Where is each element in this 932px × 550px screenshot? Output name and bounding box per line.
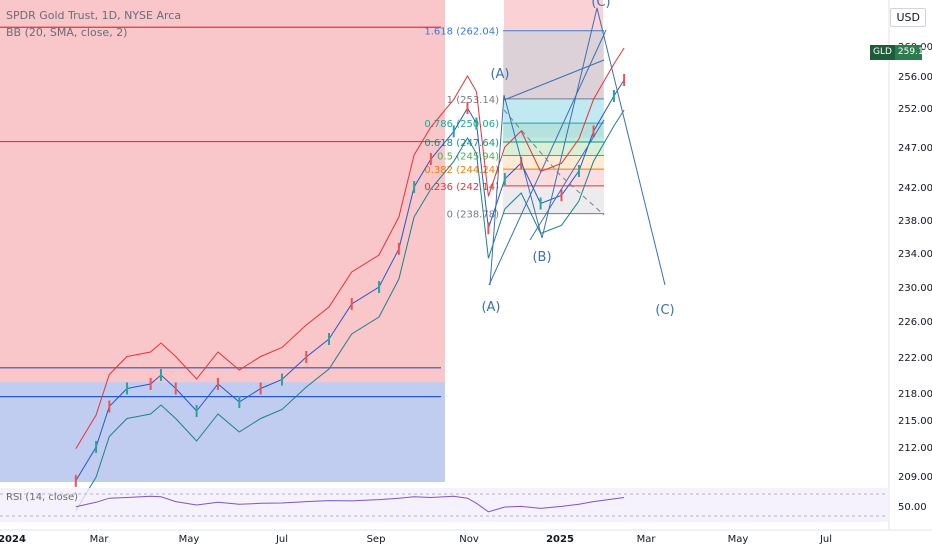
currency-button[interactable]: USD (890, 8, 926, 27)
price-candle (74, 474, 77, 487)
price-candle (397, 242, 400, 255)
price-candle (350, 298, 353, 310)
price-tick-label: 252.00 (898, 104, 932, 115)
elliott-wave-path (489, 7, 666, 286)
time-tick-label: May (728, 534, 749, 545)
fib-band-1 (503, 30, 604, 99)
wave-label-4: (C) (655, 303, 674, 318)
fib-label-0: 0 (238.78) (447, 210, 499, 221)
price-tick-label: 226.00 (898, 317, 932, 328)
price-tick-label: 222.00 (898, 353, 932, 364)
price-candle (577, 165, 580, 177)
time-tick-label: Mar (637, 534, 657, 545)
price-candle (126, 382, 129, 395)
time-tick-label: 2024 (0, 534, 26, 545)
wave-label-3: (A) (481, 300, 500, 315)
price-tick-label: 234.00 (898, 249, 932, 260)
symbol-title[interactable]: SPDR Gold Trust, 1D, NYSE Arca (6, 9, 182, 22)
price-tick-label: 238.00 (898, 216, 932, 227)
price-candle (487, 222, 490, 235)
time-tick-label: Sep (367, 534, 386, 545)
price-candle (520, 157, 523, 169)
price-candle (149, 378, 152, 390)
rsi-pane-background (0, 488, 888, 522)
price-candle (305, 351, 308, 363)
price-candle (195, 405, 198, 417)
time-tick-label: Jul (819, 534, 832, 545)
price-candle (281, 373, 283, 386)
price-candle (95, 441, 98, 453)
price-tick-label: 256.00 (898, 72, 932, 83)
rsi-line (75, 495, 625, 513)
price-tick-label: 212.00 (898, 443, 932, 454)
price-candle (623, 74, 626, 86)
price-candle (503, 173, 506, 185)
price-tick-label: 242.00 (898, 183, 932, 194)
wave-channel-line (488, 29, 607, 286)
fib-label-1: 1 (253.14) (447, 95, 499, 106)
price-candle (174, 382, 177, 395)
bollinger-legend[interactable]: BB (20, SMA, close, 2) (6, 26, 128, 39)
price-candle (475, 117, 478, 130)
price-candle (216, 378, 219, 390)
fib-label-0.236: 0.236 (242.14) (424, 182, 499, 193)
fib-band-0.786 (503, 98, 604, 124)
price-candle (413, 181, 416, 193)
price-candle (259, 382, 262, 395)
rsi-legend[interactable]: RSI (14, close) (6, 492, 79, 503)
fib-label-0.382: 0.382 (244.24) (424, 165, 499, 176)
wave-label-1: (B) (532, 250, 551, 265)
price-badge-ticker: GLD (870, 45, 895, 60)
price-candle (108, 400, 111, 413)
wave-label-2: (C) (591, 0, 610, 10)
rsi-level-label: 50.00 (898, 502, 927, 513)
price-candle (238, 396, 241, 408)
time-tick-label: Nov (459, 534, 479, 545)
fib-band-0.236 (503, 169, 604, 186)
price-candle (159, 369, 162, 381)
price-tick-label: 209.00 (898, 472, 932, 483)
price-candle (612, 90, 615, 102)
price-tick-label: 247.00 (898, 143, 932, 154)
price-candle (452, 125, 455, 138)
price-candle (592, 125, 595, 138)
wave-channel-bottom (529, 119, 605, 241)
price-candle (429, 153, 432, 165)
time-tick-label: May (179, 534, 200, 545)
price-candle (539, 197, 542, 210)
price-candle (466, 102, 469, 114)
wave-label-0: (A) (490, 67, 509, 82)
wave-channel-top (503, 59, 605, 101)
price-badge-value: 259.12 (897, 47, 930, 57)
last-price-badge: GLD 259.12 (870, 45, 929, 60)
fib-band-0.618 (503, 123, 604, 143)
price-tick-label: 218.00 (898, 389, 932, 400)
time-tick-label: Jul (275, 534, 288, 545)
bearish-zone-shade (0, 382, 445, 482)
fib-label-1.618: 1.618 (262.04) (424, 27, 499, 38)
fib-label-0.5: 0.5 (245.94) (437, 151, 499, 162)
time-tick-label: 2025 (546, 534, 574, 545)
price-candle (560, 189, 563, 202)
fib-label-0.618: 0.618 (247.64) (424, 138, 499, 149)
price-tick-label: 215.00 (898, 416, 932, 427)
dashed-projection (503, 109, 605, 216)
price-candle (328, 333, 330, 345)
price-candle (378, 281, 381, 293)
time-tick-label: Mar (90, 534, 110, 545)
price-tick-label: 230.00 (898, 283, 932, 294)
fib-label-0.786: 0.786 (250.06) (424, 119, 499, 130)
